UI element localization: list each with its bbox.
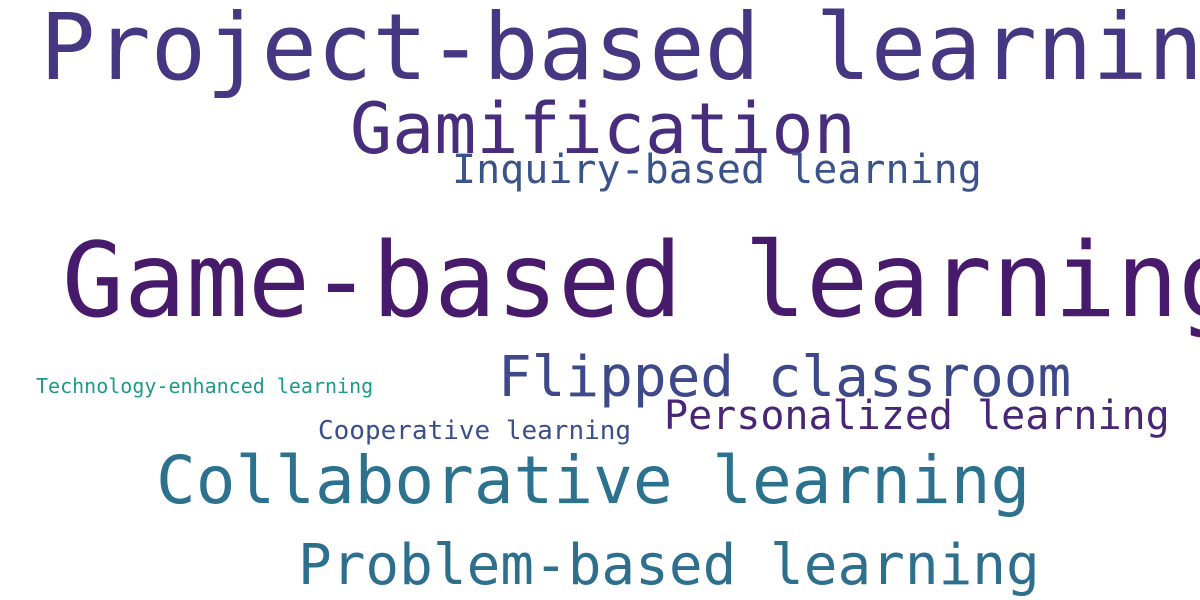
word-collaborative-learning: Collaborative learning [156, 442, 1031, 519]
word-game-based-learning: Game-based learning [62, 221, 1200, 341]
word-inquiry-based-learning: Inquiry-based learning [452, 147, 982, 193]
word-gamification: Gamification [350, 88, 856, 170]
word-flipped-classroom: Flipped classroom [498, 345, 1072, 410]
word-problem-based-learning: Problem-based learning [298, 533, 1040, 598]
word-technology-enhanced-learning: Technology-enhanced learning [36, 374, 374, 398]
word-cooperative-learning: Cooperative learning [318, 416, 632, 446]
word-project-based-learning: Project-based learning [40, 0, 1200, 101]
word-personalized-learning: Personalized learning [664, 393, 1170, 439]
